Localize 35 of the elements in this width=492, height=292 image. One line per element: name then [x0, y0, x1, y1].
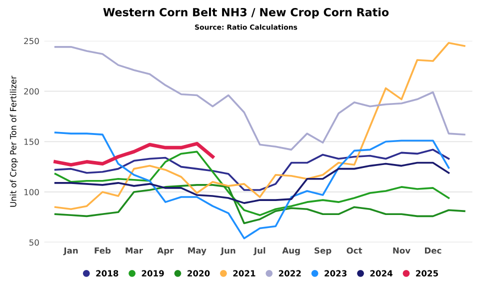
x-tick-label: Apr — [157, 247, 174, 256]
x-tick-label: May — [188, 247, 206, 256]
x-tick-label: Jun — [220, 247, 236, 256]
x-tick-label: Nov — [393, 247, 410, 254]
x-tick-label: Jul — [253, 247, 266, 256]
legend-label: 2024 — [370, 270, 392, 276]
x-tick-label: Feb — [94, 247, 111, 254]
x-tick-label: Sep — [314, 247, 332, 256]
line-series — [54, 162, 450, 204]
legend-label: 2023 — [324, 270, 347, 276]
line-series — [54, 142, 214, 167]
y-axis-title: Unit of Crop Per Ton of Fertilizer — [10, 76, 18, 207]
y-tick-label: 200 — [24, 88, 39, 95]
legend-label: 2021 — [233, 270, 256, 276]
chart-title: Western Corn Belt NH3 / New Crop Corn Ratio — [103, 8, 389, 19]
x-tick-label: Jan — [63, 247, 78, 256]
line-series — [54, 42, 466, 210]
legend-label: 2025 — [416, 270, 438, 276]
legend-label: 2018 — [96, 270, 118, 276]
line-series — [54, 132, 450, 240]
y-tick-label: 150 — [24, 138, 39, 145]
x-tick-label: Oct — [346, 247, 362, 254]
line-series — [54, 184, 466, 224]
y-tick-label: 50 — [29, 239, 39, 246]
y-tick-label: 250 — [24, 38, 39, 44]
legend-label: 2019 — [142, 270, 164, 276]
x-tick-label: Mar — [126, 247, 143, 254]
legend-label: 2022 — [278, 270, 301, 276]
line-series — [54, 148, 450, 191]
y-tick-label: 100 — [24, 188, 39, 196]
line-series — [54, 150, 450, 216]
legend-label: 2020 — [188, 270, 210, 276]
x-tick-label: Dec — [424, 247, 442, 254]
line-series — [54, 46, 466, 151]
x-tick-label: Aug — [282, 247, 300, 256]
